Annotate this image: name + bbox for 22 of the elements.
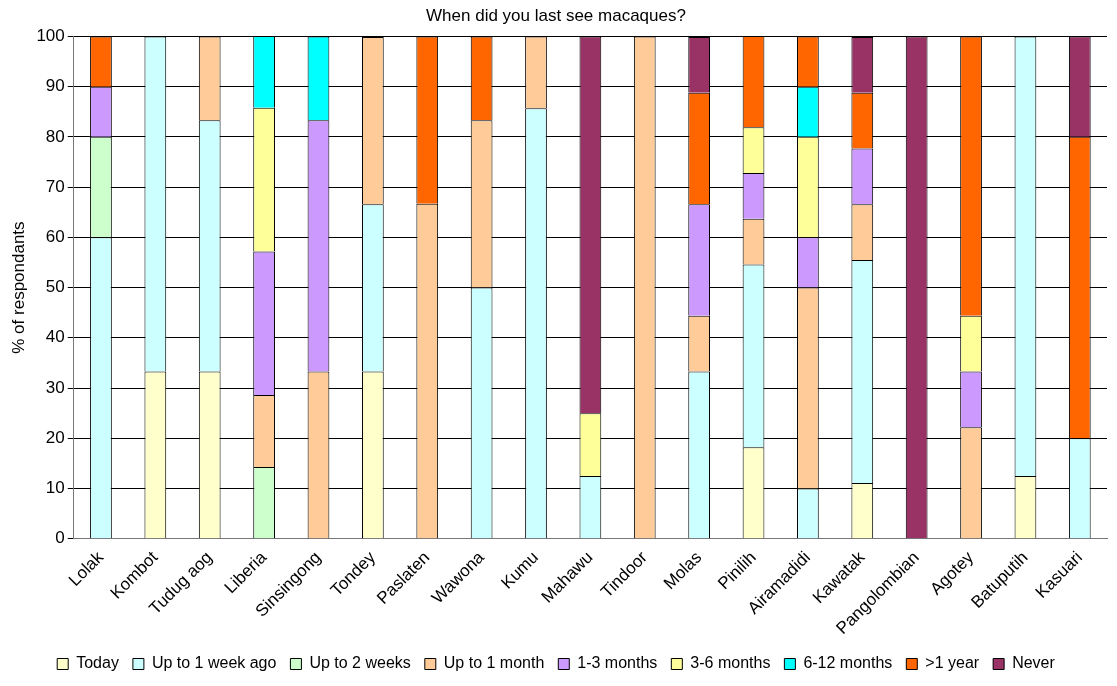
y-tick-label: 70 [45,176,65,196]
y-tick-label: 80 [45,126,65,146]
chart-title: When did you last see macaques? [426,5,686,25]
y-tick-label: 20 [45,427,65,447]
y-tick-label: 10 [45,478,65,498]
legend-label: Up to 2 weeks [309,654,411,672]
legend-label: Up to 1 month [443,654,545,672]
y-tick-label: 40 [45,327,65,347]
y-axis-title: % of respondants [8,221,28,354]
y-tick-label: 100 [36,26,65,46]
legend-label: Never [1012,654,1056,672]
y-tick-label: 50 [45,277,65,297]
legend-label: 1-3 months [577,654,658,672]
legend-label: 3-6 months [690,654,771,672]
y-tick-label: 30 [45,377,65,397]
legend-label: 6-12 months [803,654,893,672]
y-tick-label: 90 [45,76,65,96]
y-tick-label: 60 [45,227,65,247]
legend-label: >1 year [925,654,980,672]
legend-label: Up to 1 week ago [151,654,277,672]
legend-label: Today [76,654,119,672]
y-tick-label: 0 [55,528,65,548]
